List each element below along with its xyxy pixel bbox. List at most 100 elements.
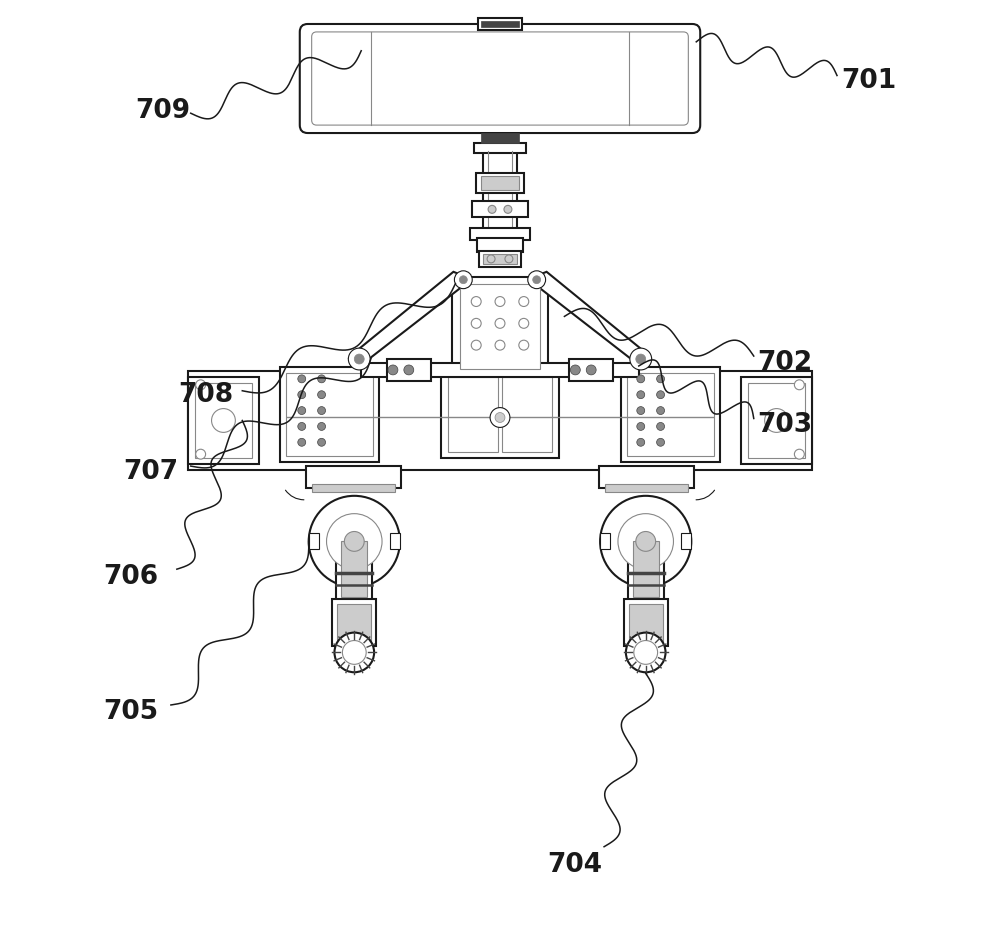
Bar bbox=[621, 367, 720, 462]
Bar bbox=[478, 18, 522, 30]
Circle shape bbox=[600, 496, 691, 587]
Circle shape bbox=[637, 390, 645, 399]
Circle shape bbox=[471, 340, 481, 351]
Bar bbox=[341, 542, 367, 597]
Circle shape bbox=[298, 407, 306, 414]
Circle shape bbox=[342, 640, 366, 664]
Circle shape bbox=[626, 633, 666, 673]
Bar bbox=[627, 373, 714, 456]
Circle shape bbox=[634, 640, 658, 664]
Text: 706: 706 bbox=[104, 564, 159, 590]
Bar bbox=[470, 228, 530, 240]
Bar bbox=[477, 238, 523, 252]
Circle shape bbox=[519, 318, 529, 329]
Bar bbox=[309, 534, 319, 549]
Text: 707: 707 bbox=[123, 459, 178, 485]
Bar bbox=[441, 370, 559, 458]
Circle shape bbox=[637, 375, 645, 383]
Bar bbox=[502, 377, 552, 452]
Circle shape bbox=[533, 276, 541, 284]
Bar bbox=[460, 284, 540, 369]
Circle shape bbox=[657, 423, 665, 430]
Bar bbox=[387, 359, 431, 381]
Circle shape bbox=[344, 531, 364, 551]
Text: 703: 703 bbox=[758, 412, 813, 439]
Circle shape bbox=[196, 449, 206, 459]
Circle shape bbox=[490, 408, 510, 428]
Bar bbox=[336, 538, 372, 601]
Circle shape bbox=[505, 255, 513, 263]
Text: 704: 704 bbox=[547, 851, 602, 878]
Bar bbox=[481, 133, 519, 142]
Circle shape bbox=[404, 365, 414, 375]
Bar bbox=[628, 538, 664, 601]
Circle shape bbox=[618, 514, 673, 569]
Bar bbox=[741, 377, 812, 465]
Circle shape bbox=[504, 205, 512, 214]
Bar bbox=[624, 598, 668, 647]
Circle shape bbox=[586, 365, 596, 375]
Bar bbox=[188, 377, 259, 465]
Circle shape bbox=[637, 423, 645, 430]
Circle shape bbox=[298, 438, 306, 446]
Circle shape bbox=[318, 390, 326, 399]
Circle shape bbox=[318, 375, 326, 383]
Bar bbox=[633, 542, 659, 597]
Circle shape bbox=[309, 496, 400, 587]
Bar bbox=[481, 176, 519, 190]
Circle shape bbox=[495, 412, 505, 423]
Bar bbox=[306, 466, 401, 488]
Bar bbox=[280, 367, 379, 462]
Bar bbox=[448, 377, 498, 452]
Circle shape bbox=[495, 296, 505, 307]
Circle shape bbox=[459, 276, 467, 284]
Circle shape bbox=[388, 365, 398, 375]
Circle shape bbox=[488, 205, 496, 214]
Bar bbox=[605, 484, 688, 492]
Bar bbox=[337, 604, 371, 641]
Circle shape bbox=[519, 340, 529, 351]
Bar bbox=[600, 534, 610, 549]
Circle shape bbox=[318, 423, 326, 430]
Circle shape bbox=[637, 438, 645, 446]
Text: 709: 709 bbox=[135, 98, 190, 124]
Bar bbox=[483, 254, 517, 264]
FancyBboxPatch shape bbox=[300, 24, 700, 133]
Bar bbox=[483, 151, 517, 232]
Polygon shape bbox=[537, 272, 651, 365]
Circle shape bbox=[298, 423, 306, 430]
Circle shape bbox=[487, 255, 495, 263]
Bar bbox=[474, 142, 526, 153]
Bar bbox=[390, 534, 400, 549]
Circle shape bbox=[471, 296, 481, 307]
Circle shape bbox=[327, 514, 382, 569]
Circle shape bbox=[298, 375, 306, 383]
Text: 702: 702 bbox=[758, 350, 813, 376]
FancyBboxPatch shape bbox=[312, 32, 688, 125]
Circle shape bbox=[528, 271, 546, 289]
Circle shape bbox=[354, 354, 364, 364]
Bar bbox=[361, 363, 639, 377]
Circle shape bbox=[630, 348, 652, 370]
Circle shape bbox=[636, 354, 646, 364]
Text: 705: 705 bbox=[104, 699, 159, 725]
Circle shape bbox=[495, 318, 505, 329]
Circle shape bbox=[637, 407, 645, 414]
Circle shape bbox=[318, 407, 326, 414]
Bar bbox=[569, 359, 613, 381]
Text: 701: 701 bbox=[841, 68, 896, 94]
Circle shape bbox=[471, 318, 481, 329]
Circle shape bbox=[794, 380, 804, 389]
Bar bbox=[195, 383, 252, 458]
Bar bbox=[748, 383, 805, 458]
Circle shape bbox=[348, 348, 370, 370]
Circle shape bbox=[454, 271, 472, 289]
Bar bbox=[629, 604, 663, 641]
Bar bbox=[681, 534, 691, 549]
Circle shape bbox=[298, 390, 306, 399]
Bar bbox=[312, 484, 395, 492]
Circle shape bbox=[318, 438, 326, 446]
Circle shape bbox=[519, 296, 529, 307]
Circle shape bbox=[334, 633, 374, 673]
Circle shape bbox=[657, 438, 665, 446]
